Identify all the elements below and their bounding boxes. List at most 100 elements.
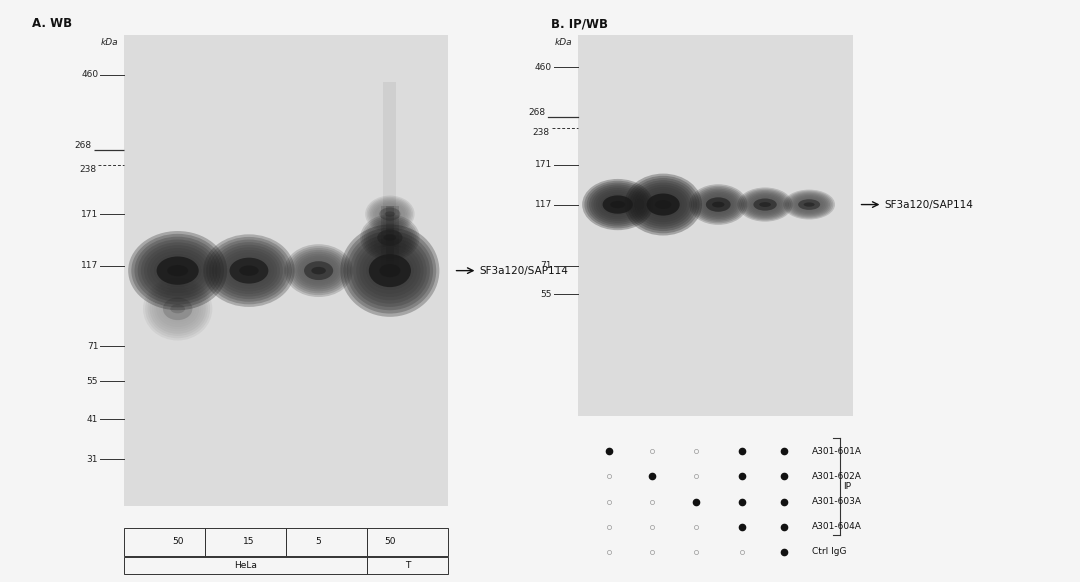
Bar <box>124 528 205 556</box>
Ellipse shape <box>229 258 268 283</box>
Ellipse shape <box>293 252 345 289</box>
Bar <box>367 528 448 556</box>
Ellipse shape <box>350 235 430 307</box>
Ellipse shape <box>210 240 288 301</box>
Ellipse shape <box>783 190 835 219</box>
Ellipse shape <box>140 242 215 299</box>
Text: 71: 71 <box>540 261 552 270</box>
Ellipse shape <box>286 246 351 295</box>
Ellipse shape <box>594 188 642 221</box>
Bar <box>386 206 394 276</box>
Ellipse shape <box>311 267 326 274</box>
Ellipse shape <box>203 235 295 307</box>
Text: 171: 171 <box>81 210 98 219</box>
Ellipse shape <box>367 197 413 231</box>
Ellipse shape <box>584 181 651 228</box>
Bar <box>205 528 286 556</box>
Ellipse shape <box>642 189 685 220</box>
Text: A301-601A: A301-601A <box>812 446 862 456</box>
Text: B. IP/WB: B. IP/WB <box>551 17 608 30</box>
Ellipse shape <box>759 202 771 207</box>
Ellipse shape <box>284 244 353 297</box>
Ellipse shape <box>699 191 738 218</box>
Ellipse shape <box>143 277 213 340</box>
Ellipse shape <box>147 248 208 293</box>
Text: 268: 268 <box>528 108 545 117</box>
Bar <box>381 206 399 276</box>
Ellipse shape <box>220 250 278 292</box>
Text: 55: 55 <box>540 290 552 299</box>
Text: 50: 50 <box>172 537 184 546</box>
Ellipse shape <box>361 215 419 261</box>
Text: 15: 15 <box>243 537 255 546</box>
Ellipse shape <box>639 187 687 222</box>
Ellipse shape <box>132 234 224 307</box>
Ellipse shape <box>171 304 185 313</box>
Ellipse shape <box>647 193 679 215</box>
Ellipse shape <box>804 203 814 207</box>
Ellipse shape <box>150 251 205 290</box>
Ellipse shape <box>793 196 825 213</box>
Ellipse shape <box>206 237 292 304</box>
Bar <box>367 556 448 574</box>
Ellipse shape <box>212 242 286 299</box>
Ellipse shape <box>582 179 653 230</box>
Ellipse shape <box>634 182 692 226</box>
Ellipse shape <box>785 191 834 218</box>
Text: 50: 50 <box>384 537 395 546</box>
Ellipse shape <box>798 199 820 210</box>
Text: 31: 31 <box>86 455 98 464</box>
Ellipse shape <box>343 228 436 314</box>
Text: 117: 117 <box>81 261 98 271</box>
Ellipse shape <box>632 180 694 229</box>
Ellipse shape <box>144 245 212 296</box>
Ellipse shape <box>288 248 349 293</box>
Ellipse shape <box>291 250 347 292</box>
Ellipse shape <box>630 178 697 231</box>
Bar <box>124 556 367 574</box>
Ellipse shape <box>363 247 417 294</box>
Ellipse shape <box>603 196 633 214</box>
Ellipse shape <box>163 297 192 320</box>
Ellipse shape <box>689 184 747 225</box>
Text: IP: IP <box>843 482 851 491</box>
Ellipse shape <box>372 225 408 251</box>
Ellipse shape <box>360 244 420 297</box>
Text: A301-604A: A301-604A <box>812 522 862 531</box>
Ellipse shape <box>744 193 785 217</box>
Ellipse shape <box>754 198 777 211</box>
Ellipse shape <box>598 191 637 217</box>
Bar <box>578 35 853 416</box>
Ellipse shape <box>741 190 789 219</box>
Ellipse shape <box>740 189 791 221</box>
Ellipse shape <box>369 223 410 253</box>
Text: 5: 5 <box>315 537 322 546</box>
Text: SF3a120/SAP114: SF3a120/SAP114 <box>885 200 973 210</box>
Ellipse shape <box>129 231 227 310</box>
Ellipse shape <box>135 237 220 304</box>
Ellipse shape <box>586 183 649 226</box>
Ellipse shape <box>353 237 427 304</box>
Text: T: T <box>405 560 410 570</box>
Ellipse shape <box>364 218 416 257</box>
Text: 460: 460 <box>535 63 552 72</box>
Ellipse shape <box>694 189 742 221</box>
Ellipse shape <box>383 235 396 241</box>
Ellipse shape <box>792 195 827 214</box>
Ellipse shape <box>369 200 410 229</box>
Ellipse shape <box>654 200 672 209</box>
Text: 41: 41 <box>86 414 98 424</box>
Ellipse shape <box>379 264 401 277</box>
Text: 71: 71 <box>86 342 98 350</box>
Bar <box>124 35 448 506</box>
Ellipse shape <box>589 184 647 225</box>
Ellipse shape <box>591 186 645 223</box>
Ellipse shape <box>738 187 793 222</box>
Text: Ctrl IgG: Ctrl IgG <box>812 547 847 556</box>
Ellipse shape <box>746 194 784 215</box>
Ellipse shape <box>624 173 702 236</box>
Text: A301-602A: A301-602A <box>812 471 862 481</box>
Ellipse shape <box>340 225 440 317</box>
Ellipse shape <box>347 231 433 310</box>
Ellipse shape <box>157 257 199 285</box>
